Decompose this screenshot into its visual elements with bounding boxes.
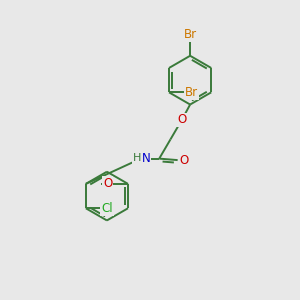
- Text: H: H: [133, 153, 141, 163]
- Text: Cl: Cl: [101, 202, 113, 215]
- Text: N: N: [142, 152, 150, 165]
- Text: O: O: [180, 154, 189, 166]
- Text: O: O: [177, 113, 186, 127]
- Text: O: O: [103, 177, 112, 190]
- Text: Br: Br: [184, 86, 198, 99]
- Text: Br: Br: [184, 28, 197, 41]
